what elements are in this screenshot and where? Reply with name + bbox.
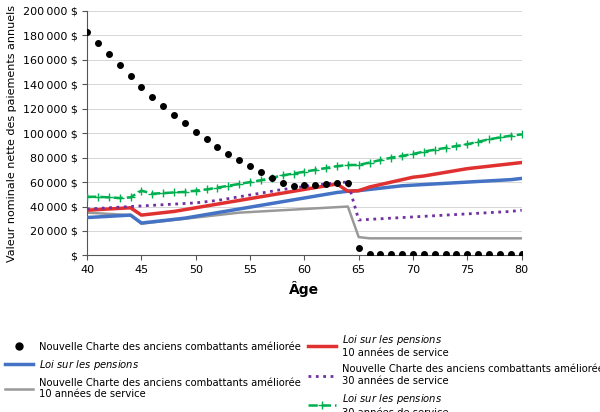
Legend: Nouvelle Charte des anciens combattants améliorée, $\it{Loi\ sur\ les\ pensions}: Nouvelle Charte des anciens combattants …	[1, 329, 600, 412]
Y-axis label: Valeur nominale nette des paiements annuels: Valeur nominale nette des paiements annu…	[7, 5, 17, 262]
X-axis label: Âge: Âge	[289, 281, 319, 297]
